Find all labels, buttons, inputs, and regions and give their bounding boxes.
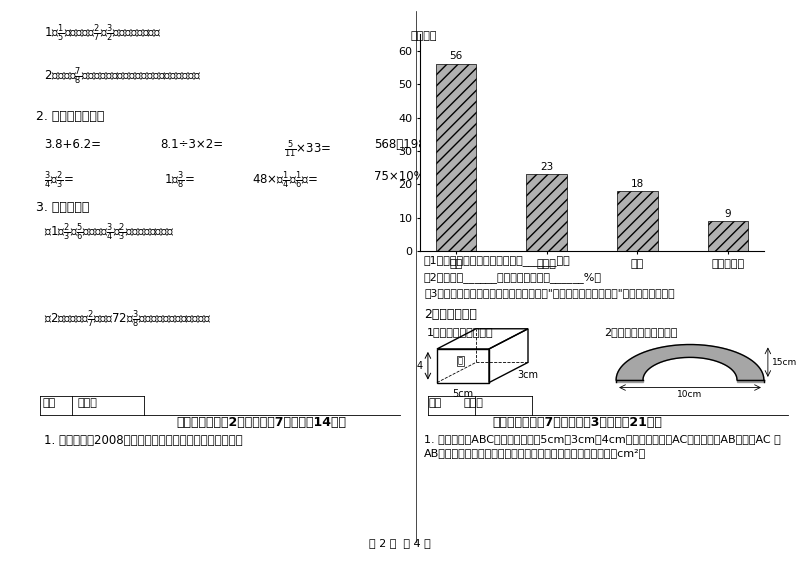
Text: 56: 56 <box>450 51 462 62</box>
Bar <box>526 175 567 251</box>
Text: 5cm: 5cm <box>453 389 474 399</box>
Text: 4: 4 <box>417 361 422 371</box>
Text: 1. 下面是申报2008年奥运会主办城市的得票情况统计图。: 1. 下面是申报2008年奥运会主办城市的得票情况统计图。 <box>44 434 242 447</box>
Text: 75×10%=: 75×10%= <box>374 170 435 182</box>
Polygon shape <box>737 380 764 382</box>
Text: 第 2 页  共 4 页: 第 2 页 共 4 页 <box>369 538 431 548</box>
Text: 1－$\frac{3}{8}$=: 1－$\frac{3}{8}$= <box>164 170 194 191</box>
Text: （2）一个数的$\frac{2}{7}$等于是72的$\frac{3}{8}$，求这个数。（用方程解）: （2）一个数的$\frac{2}{7}$等于是72的$\frac{3}{8}$，… <box>44 308 211 329</box>
Text: AB重合，如下图，则图中阴影部分（未重叠部分）的面积是多少cm²？: AB重合，如下图，则图中阴影部分（未重叠部分）的面积是多少cm²？ <box>424 448 646 458</box>
Text: 23: 23 <box>540 162 554 172</box>
Text: 评卷人: 评卷人 <box>464 398 484 408</box>
Text: 六、应用题（共7小题，每题3分，共计21分）: 六、应用题（共7小题，每题3分，共计21分） <box>492 416 662 429</box>
Text: 9: 9 <box>725 208 731 219</box>
Bar <box>617 191 658 251</box>
Text: 2、看图计算。: 2、看图计算。 <box>424 308 477 321</box>
Text: （1）$\frac{2}{3}$与$\frac{5}{6}$的和除以$\frac{3}{4}$与$\frac{2}{3}$的和，商是多少？: （1）$\frac{2}{3}$与$\frac{5}{6}$的和除以$\frac… <box>44 221 174 243</box>
Text: 2、甲数的$\frac{7}{8}$和乙数相等，甲数和乙数的比的比值是多少？: 2、甲数的$\frac{7}{8}$和乙数相等，甲数和乙数的比的比值是多少？ <box>44 65 202 86</box>
Polygon shape <box>616 345 764 380</box>
Text: 单位：票: 单位：票 <box>410 31 438 41</box>
Text: 8.1÷3×2=: 8.1÷3×2= <box>160 138 223 151</box>
Text: 10cm: 10cm <box>678 390 702 399</box>
Text: 得分: 得分 <box>42 398 56 408</box>
Text: 15cm: 15cm <box>772 358 797 367</box>
Text: 五、综合题（共2小题，每题7分，共计14分）: 五、综合题（共2小题，每题7分，共计14分） <box>176 416 346 429</box>
Bar <box>436 64 477 251</box>
Text: 18: 18 <box>630 179 644 189</box>
Text: $\frac{3}{4}$－$\frac{2}{3}$=: $\frac{3}{4}$－$\frac{2}{3}$= <box>44 170 74 191</box>
Text: 1. 直角三角形ABC的三条边分别是5cm、3cm和4cm，将它的直角边AC折折到斜边AB上，使AC 与: 1. 直角三角形ABC的三条边分别是5cm、3cm和4cm，将它的直角边AC折折… <box>424 434 781 444</box>
Text: （2）北京得______票，占得票总数的______%。: （2）北京得______票，占得票总数的______%。 <box>424 272 602 282</box>
Text: 2. 直接写出得数。: 2. 直接写出得数。 <box>36 110 104 123</box>
Text: 568－198=: 568－198= <box>374 138 436 151</box>
Polygon shape <box>616 380 643 382</box>
Text: 1、求表面积和体积。: 1、求表面积和体积。 <box>426 327 493 337</box>
Text: 3cm: 3cm <box>518 370 538 380</box>
Text: 评卷人: 评卷人 <box>78 398 98 408</box>
Text: 1、$\frac{1}{5}$的倒数减去$\frac{2}{7}$与$\frac{3}{2}$的积，差是多少？: 1、$\frac{1}{5}$的倒数减去$\frac{2}{7}$与$\frac… <box>44 23 162 44</box>
Text: （3）投票结果一出来，报纸、电视都说："北京得票是数遥遥领先"，为什么这样说？: （3）投票结果一出来，报纸、电视都说："北京得票是数遥遥领先"，为什么这样说？ <box>424 288 674 298</box>
Text: 合: 合 <box>458 357 463 366</box>
Text: 3. 列式计算。: 3. 列式计算。 <box>36 201 90 214</box>
Text: 3.8+6.2=: 3.8+6.2= <box>44 138 101 151</box>
Text: $\frac{5}{11}$×33=: $\frac{5}{11}$×33= <box>284 138 331 160</box>
Text: 48×（$\frac{1}{4}$－$\frac{1}{6}$）=: 48×（$\frac{1}{4}$－$\frac{1}{6}$）= <box>252 170 318 191</box>
Bar <box>707 221 748 251</box>
Text: 2、求阴影部分的面积。: 2、求阴影部分的面积。 <box>604 327 678 337</box>
Text: （1）四个申办城市的得票总数是______票。: （1）四个申办城市的得票总数是______票。 <box>424 255 570 266</box>
Text: 得分: 得分 <box>429 398 442 408</box>
